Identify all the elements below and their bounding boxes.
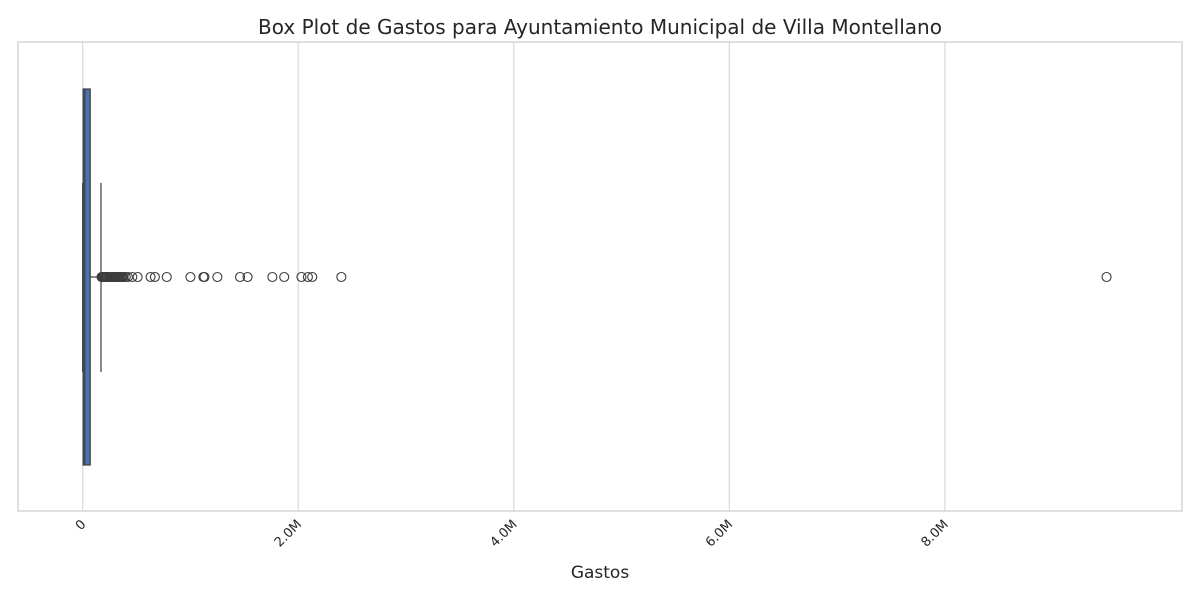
outlier-point (149, 271, 160, 283)
outlier-point (199, 271, 210, 283)
x-tick-label: 6.0M (703, 517, 736, 550)
box-plot (82, 88, 102, 466)
x-axis-label: Gastos (571, 563, 630, 583)
grid-lines (82, 42, 946, 511)
outlier-point (1101, 271, 1112, 283)
outlier-point (122, 271, 133, 283)
outlier-point (296, 271, 307, 283)
outlier-point (242, 271, 253, 283)
outlier-point (161, 271, 172, 283)
outliers (96, 271, 1112, 283)
x-tick-label: 0 (73, 517, 89, 533)
outlier-point (185, 271, 196, 283)
outlier-point (234, 271, 246, 283)
outlier-point (307, 271, 318, 283)
iqr-box (82, 88, 91, 466)
x-tick-labels: 0 2.0M 4.0M 6.0M 8.0M (73, 517, 952, 550)
plot-area (17, 41, 1183, 512)
x-tick-label: 8.0M (919, 517, 952, 550)
outlier-point (212, 271, 223, 283)
x-tick-label: 2.0M (272, 517, 305, 550)
x-tick-label: 4.0M (487, 517, 520, 550)
outlier-point (127, 271, 138, 283)
chart-title: Box Plot de Gastos para Ayuntamiento Mun… (258, 15, 942, 39)
outlier-point (267, 271, 278, 283)
outlier-point (132, 271, 143, 283)
outlier-point (336, 271, 347, 283)
outlier-point (302, 271, 313, 283)
outlier-point (145, 271, 156, 283)
outlier-point (279, 271, 290, 283)
